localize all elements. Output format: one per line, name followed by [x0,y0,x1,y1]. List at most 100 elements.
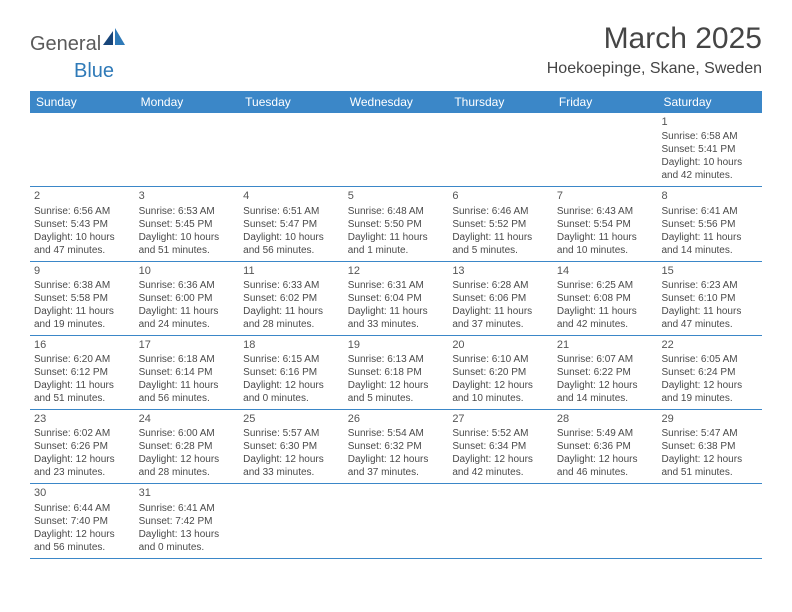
day-header: Wednesday [344,91,449,113]
day-cell: 30Sunrise: 6:44 AMSunset: 7:40 PMDayligh… [30,484,135,557]
day-cell: 4Sunrise: 6:51 AMSunset: 5:47 PMDaylight… [239,187,344,260]
sunrise-text: Sunrise: 6:33 AM [243,279,340,292]
sunrise-text: Sunrise: 5:49 AM [557,427,654,440]
day-cell: 19Sunrise: 6:13 AMSunset: 6:18 PMDayligh… [344,336,449,409]
empty-cell [448,484,553,557]
day-number: 4 [243,189,340,203]
sunset-text: Sunset: 6:20 PM [452,366,549,379]
sunset-text: Sunset: 5:47 PM [243,218,340,231]
daylight-text: Daylight: 12 hours and 5 minutes. [348,379,445,405]
sunset-text: Sunset: 5:56 PM [661,218,758,231]
day-number: 27 [452,412,549,426]
day-number: 10 [139,264,236,278]
day-number: 1 [661,115,758,129]
sunrise-text: Sunrise: 6:05 AM [661,353,758,366]
day-cell: 6Sunrise: 6:46 AMSunset: 5:52 PMDaylight… [448,187,553,260]
sunrise-text: Sunrise: 6:00 AM [139,427,236,440]
day-header: Friday [553,91,658,113]
sunset-text: Sunset: 6:04 PM [348,292,445,305]
week-row: 2Sunrise: 6:56 AMSunset: 5:43 PMDaylight… [30,187,762,261]
day-header: Thursday [448,91,553,113]
sunrise-text: Sunrise: 6:41 AM [661,205,758,218]
sunrise-text: Sunrise: 5:54 AM [348,427,445,440]
daylight-text: Daylight: 12 hours and 23 minutes. [34,453,131,479]
sunrise-text: Sunrise: 6:28 AM [452,279,549,292]
day-header: Tuesday [239,91,344,113]
day-cell: 9Sunrise: 6:38 AMSunset: 5:58 PMDaylight… [30,262,135,335]
day-number: 12 [348,264,445,278]
empty-cell [657,484,762,557]
day-number: 20 [452,338,549,352]
sunrise-text: Sunrise: 6:44 AM [34,502,131,515]
day-number: 7 [557,189,654,203]
logo: General [30,28,125,61]
sunset-text: Sunset: 5:58 PM [34,292,131,305]
empty-cell [553,484,658,557]
daylight-text: Daylight: 10 hours and 51 minutes. [139,231,236,257]
sunset-text: Sunset: 6:18 PM [348,366,445,379]
day-cell: 3 Sunrise: 6:53 AMSunset: 5:45 PMDaylight… [135,187,240,260]
day-number: 31 [139,486,236,500]
day-cell: 16Sunrise: 6:20 AMSunset: 6:12 PMDayligh… [30,336,135,409]
sunset-text: Sunset: 5:54 PM [557,218,654,231]
day-cell: 8Sunrise: 6:41 AMSunset: 5:56 PMDaylight… [657,187,762,260]
daylight-text: Daylight: 11 hours and 1 minute. [348,231,445,257]
day-number: 17 [139,338,236,352]
sunrise-text: Sunrise: 6:18 AM [139,353,236,366]
daylight-text: Daylight: 12 hours and 10 minutes. [452,379,549,405]
day-number: 3 [139,189,236,203]
day-cell: 18Sunrise: 6:15 AMSunset: 6:16 PMDayligh… [239,336,344,409]
week-row: 30Sunrise: 6:44 AMSunset: 7:40 PMDayligh… [30,484,762,558]
logo-text-general: General [30,33,101,56]
week-row: 1Sunrise: 6:58 AMSunset: 5:41 PMDaylight… [30,113,762,187]
day-cell: 7Sunrise: 6:43 AMSunset: 5:54 PMDaylight… [553,187,658,260]
title-block: March 2025 Hoekoepinge, Skane, Sweden [547,22,762,78]
day-number: 6 [452,189,549,203]
sunrise-text: Sunrise: 6:20 AM [34,353,131,366]
sunrise-text: Sunrise: 6:58 AM [661,130,758,143]
sunset-text: Sunset: 6:26 PM [34,440,131,453]
sunset-text: Sunset: 6:32 PM [348,440,445,453]
day-number: 14 [557,264,654,278]
daylight-text: Daylight: 11 hours and 5 minutes. [452,231,549,257]
day-cell: 20Sunrise: 6:10 AMSunset: 6:20 PMDayligh… [448,336,553,409]
sunset-text: Sunset: 6:00 PM [139,292,236,305]
daylight-text: Daylight: 11 hours and 10 minutes. [557,231,654,257]
sunset-text: Sunset: 6:10 PM [661,292,758,305]
daylight-text: Daylight: 11 hours and 42 minutes. [557,305,654,331]
day-cell: 24Sunrise: 6:00 AMSunset: 6:28 PMDayligh… [135,410,240,483]
day-number: 2 [34,189,131,203]
sunset-text: Sunset: 6:28 PM [139,440,236,453]
empty-cell [448,113,553,186]
sunset-text: Sunset: 5:45 PM [139,218,236,231]
empty-cell [239,113,344,186]
sunset-text: Sunset: 7:40 PM [34,515,131,528]
daylight-text: Daylight: 12 hours and 19 minutes. [661,379,758,405]
day-number: 29 [661,412,758,426]
daylight-text: Daylight: 12 hours and 46 minutes. [557,453,654,479]
sunset-text: Sunset: 7:42 PM [139,515,236,528]
sunset-text: Sunset: 5:43 PM [34,218,131,231]
day-number: 8 [661,189,758,203]
sunset-text: Sunset: 6:22 PM [557,366,654,379]
week-row: 9Sunrise: 6:38 AMSunset: 5:58 PMDaylight… [30,262,762,336]
daylight-text: Daylight: 11 hours and 37 minutes. [452,305,549,331]
month-title: March 2025 [547,22,762,56]
sunrise-text: Sunrise: 6:25 AM [557,279,654,292]
daylight-text: Daylight: 12 hours and 14 minutes. [557,379,654,405]
sunset-text: Sunset: 6:16 PM [243,366,340,379]
day-number: 24 [139,412,236,426]
daylight-text: Daylight: 12 hours and 33 minutes. [243,453,340,479]
sunrise-text: Sunrise: 6:10 AM [452,353,549,366]
day-cell: 17Sunrise: 6:18 AMSunset: 6:14 PMDayligh… [135,336,240,409]
day-number: 9 [34,264,131,278]
day-header: Monday [135,91,240,113]
daylight-text: Daylight: 13 hours and 0 minutes. [139,528,236,554]
daylight-text: Daylight: 10 hours and 56 minutes. [243,231,340,257]
daylight-text: Daylight: 10 hours and 42 minutes. [661,156,758,182]
sunrise-text: Sunrise: 6:53 AM [139,205,236,218]
daylight-text: Daylight: 12 hours and 51 minutes. [661,453,758,479]
sunrise-text: Sunrise: 6:23 AM [661,279,758,292]
calendar: Sunday Monday Tuesday Wednesday Thursday… [30,91,762,559]
day-number: 18 [243,338,340,352]
